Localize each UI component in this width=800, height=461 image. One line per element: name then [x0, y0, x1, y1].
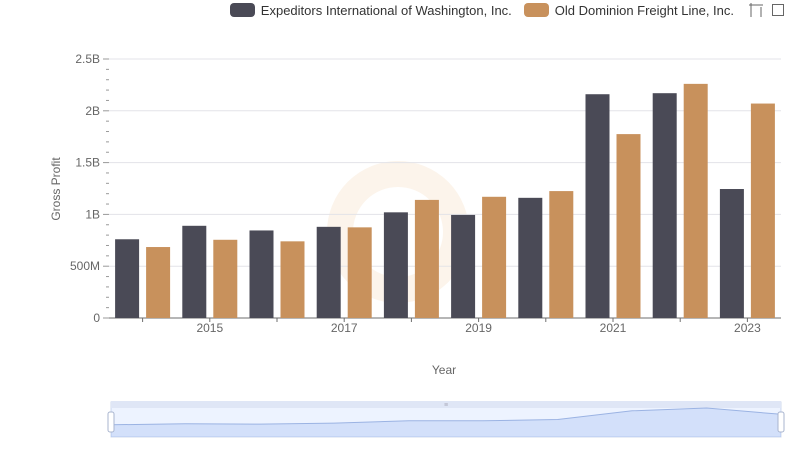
bar-old-dominion-2016 — [280, 241, 305, 318]
bar-old-dominion-2017 — [347, 227, 372, 318]
bar-old-dominion-2018 — [414, 199, 439, 318]
bar-old-dominion-2021 — [616, 134, 641, 318]
y-tick-label: 500M — [70, 259, 100, 273]
x-tick-label: 2017 — [331, 321, 358, 335]
x-tick-label: 2019 — [465, 321, 492, 335]
bar-expeditors-2023 — [719, 189, 744, 318]
x-tick-label: 2015 — [196, 321, 223, 335]
legend-item-expeditors[interactable]: Expeditors International of Washington, … — [229, 2, 512, 18]
bar-old-dominion-2020 — [549, 191, 574, 318]
chart-legend: Expeditors International of Washington, … — [229, 2, 786, 18]
data-zoom-left-handle[interactable] — [107, 411, 115, 433]
restore-icon[interactable] — [770, 2, 786, 18]
x-axis: 2015 2017 2019 2021 2023 — [109, 317, 781, 335]
data-zoom-move-handle: ≡ — [444, 402, 448, 409]
bar-old-dominion-2023 — [750, 103, 775, 318]
bar-expeditors-2021 — [585, 94, 610, 318]
y-tick-label: 2.5B — [75, 52, 100, 66]
y-tick-label: 2B — [85, 104, 100, 118]
legend-swatch-old-dominion — [523, 3, 549, 17]
zoom-icon[interactable] — [748, 2, 764, 18]
chart-toolbox — [748, 2, 786, 18]
bar-expeditors-2017 — [316, 226, 341, 318]
y-tick-label: 0 — [93, 311, 100, 325]
bar-series — [115, 83, 775, 318]
bar-expeditors-2019 — [451, 214, 476, 318]
legend-swatch-expeditors — [229, 3, 255, 17]
legend-label-expeditors: Expeditors International of Washington, … — [260, 2, 512, 18]
bar-old-dominion-2014 — [146, 247, 171, 318]
legend-label-old-dominion: Old Dominion Freight Line, Inc. — [554, 2, 734, 18]
bar-expeditors-2015 — [182, 225, 207, 318]
x-tick-label: 2023 — [734, 321, 761, 335]
data-zoom-line — [110, 407, 782, 426]
y-axis: 0 500M 1B 1.5B 2B 2.5B — [70, 52, 109, 325]
y-tick-label: 1.5B — [75, 156, 100, 170]
x-axis-label: Year — [432, 363, 456, 377]
data-zoom-area — [111, 408, 781, 437]
y-tick-label: 1B — [85, 207, 100, 221]
bar-old-dominion-2022 — [683, 83, 708, 318]
bar-expeditors-2020 — [518, 197, 543, 318]
data-zoom-top-bar — [111, 401, 781, 408]
data-zoom-slider[interactable]: ≡ — [107, 401, 785, 438]
bar-old-dominion-2015 — [213, 239, 238, 318]
data-zoom-right-handle[interactable] — [777, 411, 785, 433]
x-tick-label: 2021 — [600, 321, 627, 335]
y-axis-label: Gross Profit — [49, 157, 63, 221]
bar-expeditors-2022 — [652, 93, 677, 318]
legend-item-old-dominion[interactable]: Old Dominion Freight Line, Inc. — [523, 2, 734, 18]
bar-expeditors-2014 — [115, 239, 140, 318]
bar-expeditors-2016 — [249, 230, 274, 318]
bar-old-dominion-2019 — [482, 196, 507, 318]
bar-expeditors-2018 — [383, 212, 408, 318]
